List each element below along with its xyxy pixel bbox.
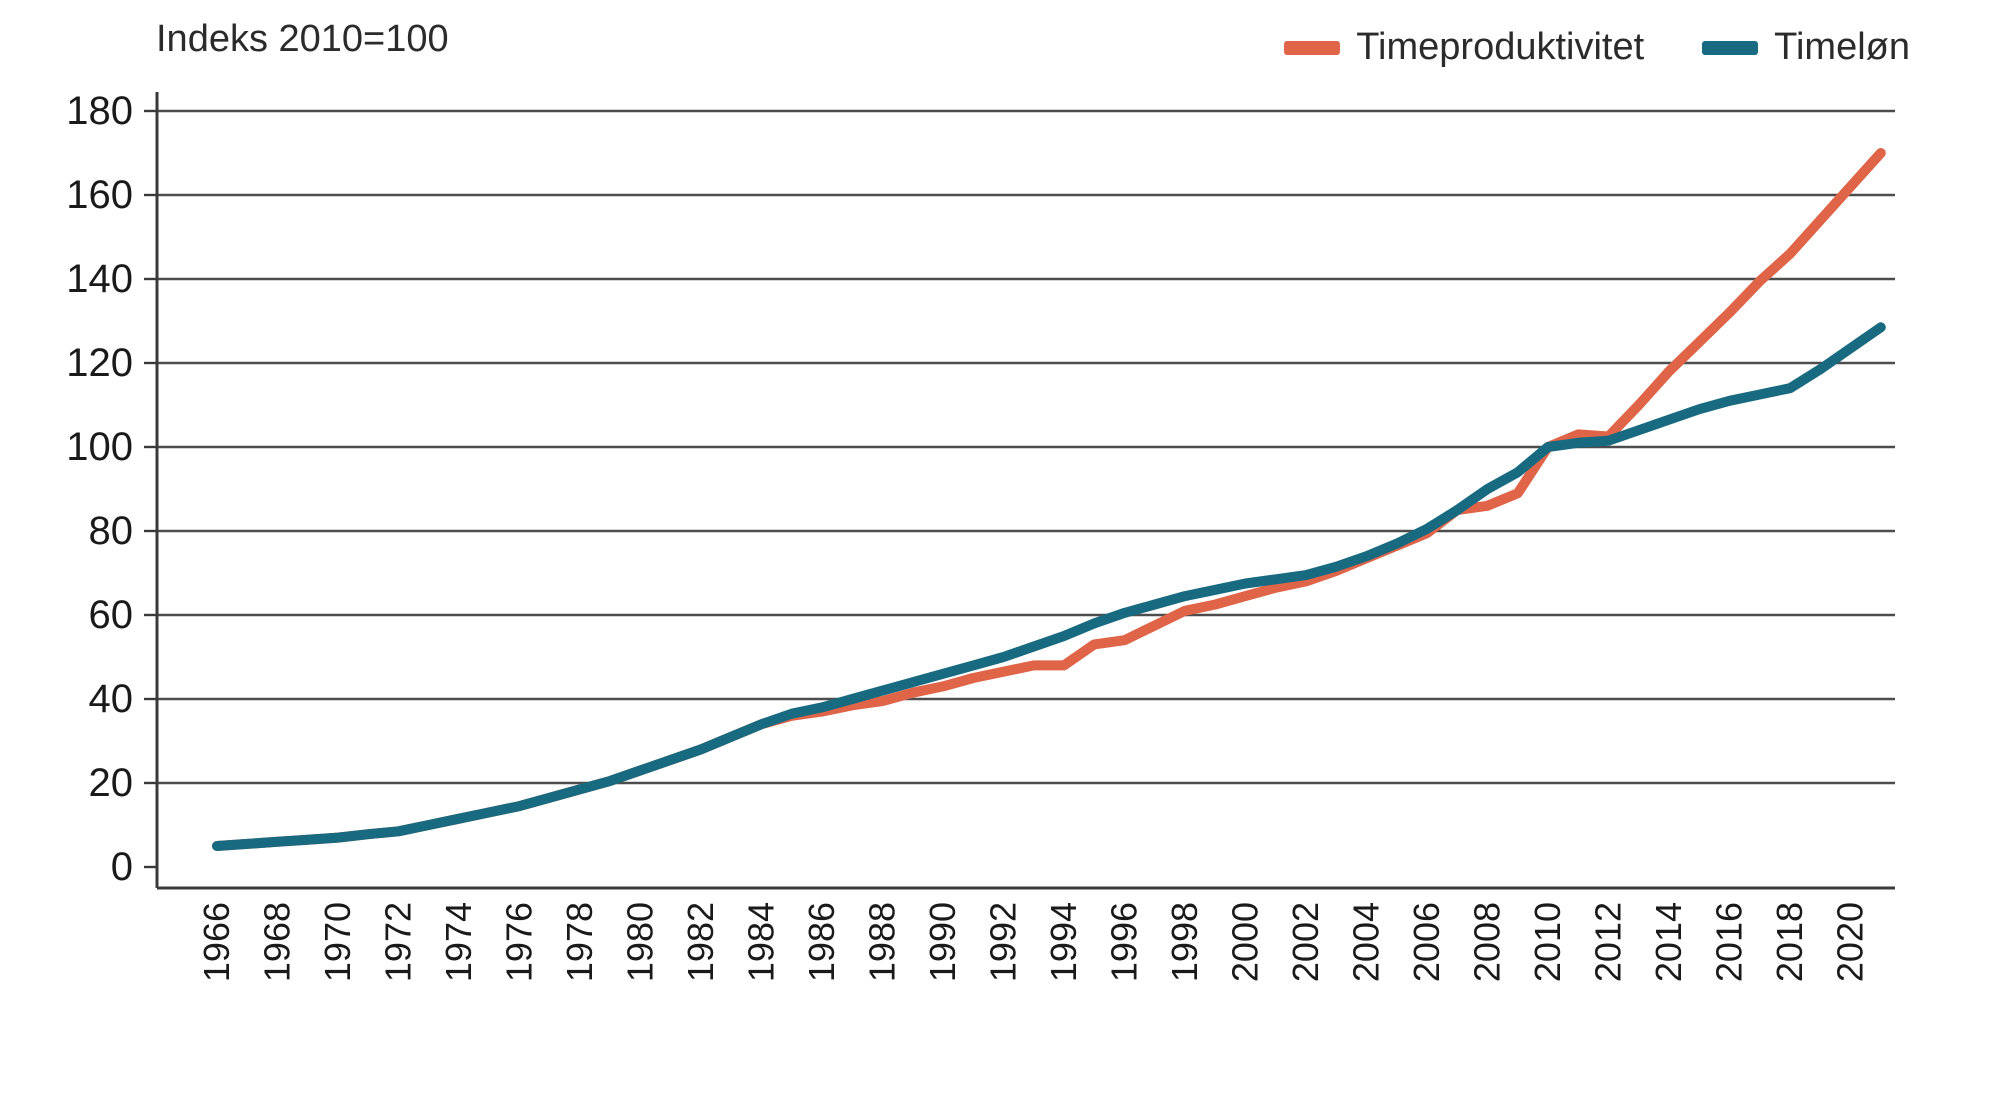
x-tick-label-2014: 2014 [1648,902,1689,982]
series-line-timeproduktivitet [212,148,1886,851]
x-tick-label-1966: 1966 [196,902,237,982]
x-tick-label-1998: 1998 [1164,902,1205,982]
x-tick-label-1988: 1988 [862,902,903,982]
x-tick-label-1974: 1974 [438,902,479,982]
x-tick-label-1992: 1992 [983,902,1024,982]
x-tick-label-1996: 1996 [1104,902,1145,982]
x-tick-label-1984: 1984 [741,902,782,982]
x-tick-label-2008: 2008 [1467,902,1508,982]
legend-item-timeproduktivitet: Timeproduktivitet [1284,26,1644,69]
x-tick-label-1976: 1976 [499,902,540,982]
x-tick-label-1982: 1982 [680,902,721,982]
y-tick-label-180: 180 [66,89,133,133]
chart-legend: Timeproduktivitet Timeløn [1284,26,1910,69]
x-tick-label-1978: 1978 [559,902,600,982]
x-tick-label-2004: 2004 [1346,902,1387,982]
x-tick-label-2002: 2002 [1285,902,1326,982]
x-tick-label-2006: 2006 [1406,902,1447,982]
y-tick-label-0: 0 [111,845,133,889]
series-line-timeløn [212,322,1886,851]
x-tick-label-2018: 2018 [1769,902,1810,982]
x-tick-label-1986: 1986 [801,902,842,982]
legend-label-timelon: Timeløn [1774,26,1910,68]
x-tick-label-2016: 2016 [1709,902,1750,982]
x-tick-label-1970: 1970 [317,902,358,982]
y-tick-label-60: 60 [89,593,134,637]
x-tick-label-1980: 1980 [620,902,661,982]
y-tick-label-40: 40 [89,677,134,721]
x-tick-label-1994: 1994 [1043,902,1084,982]
y-tick-label-120: 120 [66,341,133,385]
legend-item-timelon: Timeløn [1702,26,1910,69]
x-tick-label-2010: 2010 [1527,902,1568,982]
x-tick-label-2000: 2000 [1225,902,1266,982]
y-tick-label-160: 160 [66,173,133,217]
x-tick-label-1972: 1972 [378,902,419,982]
y-tick-label-80: 80 [89,509,134,553]
legend-label-timeproduktivitet: Timeproduktivitet [1356,26,1645,68]
y-tick-label-100: 100 [66,425,133,469]
legend-swatch-timelon [1702,40,1759,55]
x-tick-label-2012: 2012 [1588,902,1629,982]
y-tick-label-20: 20 [89,761,134,805]
x-tick-label-2020: 2020 [1830,902,1871,982]
x-tick-label-1990: 1990 [922,902,963,982]
legend-swatch-timeproduktivitet [1284,40,1341,55]
chart-title: Indeks 2010=100 [156,18,449,60]
y-tick-label-140: 140 [66,257,133,301]
x-tick-label-1968: 1968 [257,902,298,982]
